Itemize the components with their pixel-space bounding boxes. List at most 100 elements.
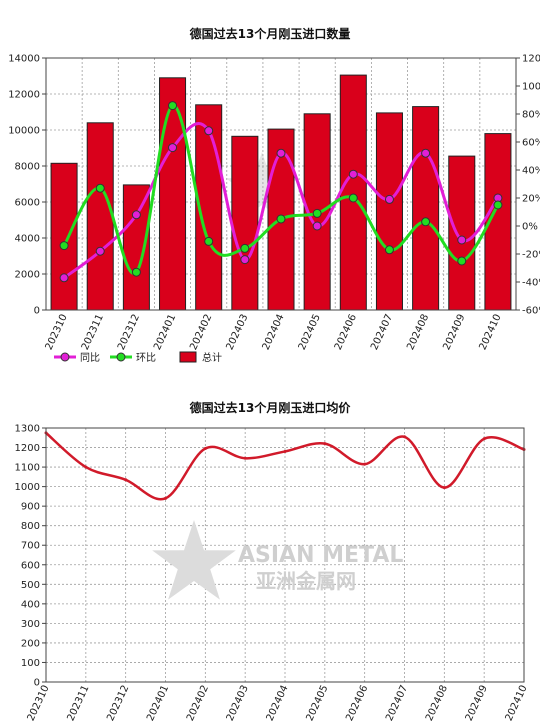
bar-202406 bbox=[339, 74, 367, 311]
x-tick-label: 202407 bbox=[384, 684, 410, 723]
x-tick-label: 202401 bbox=[152, 313, 178, 352]
y-tick-label: 200 bbox=[21, 638, 40, 649]
right-tick-label: -60% bbox=[522, 306, 540, 317]
y-tick-label: 800 bbox=[21, 521, 40, 532]
x-tick-label: 202310 bbox=[44, 313, 70, 352]
yoy-point-202312 bbox=[131, 210, 141, 220]
mom-point-202408 bbox=[421, 217, 431, 227]
yoy-point-202404 bbox=[276, 148, 286, 158]
x-tick-label: 202409 bbox=[441, 313, 467, 352]
x-tick-label: 202406 bbox=[333, 313, 359, 352]
yoy-point-202408 bbox=[421, 148, 431, 158]
y-tick-label: 100 bbox=[21, 658, 40, 669]
price-point-202312 bbox=[124, 478, 128, 482]
x-tick-label: 202311 bbox=[80, 313, 106, 352]
y-tick-label: 1200 bbox=[15, 443, 40, 454]
yoy-point-202403 bbox=[240, 255, 250, 265]
x-tick-label: 202403 bbox=[224, 313, 250, 352]
bar-202409 bbox=[448, 155, 476, 311]
right-tick-label: 100% bbox=[522, 82, 540, 93]
watermark-text-cn: 亚洲金属网 bbox=[256, 569, 356, 593]
watermark-star bbox=[152, 520, 236, 600]
left-tick-label: 4000 bbox=[15, 234, 40, 245]
yoy-point-202311 bbox=[95, 246, 105, 256]
yoy-point-202409 bbox=[457, 235, 467, 245]
legend-marker-同比 bbox=[60, 352, 70, 362]
price-point-202405 bbox=[323, 442, 327, 446]
price-point-202311 bbox=[84, 465, 88, 469]
price-point-202408 bbox=[442, 486, 446, 490]
chart2-lines bbox=[44, 431, 526, 501]
mom-point-202407 bbox=[384, 245, 394, 255]
y-tick-label: 500 bbox=[21, 580, 40, 591]
price-point-202406 bbox=[363, 462, 367, 466]
mom-point-202404 bbox=[276, 214, 286, 224]
plot-frame bbox=[45, 427, 525, 683]
x-tick-label: 202312 bbox=[105, 684, 131, 723]
mom-point-202310 bbox=[59, 241, 69, 251]
chart1-lines bbox=[59, 101, 503, 283]
x-tick-label: 202406 bbox=[344, 684, 370, 723]
x-tick-label: 202402 bbox=[185, 684, 211, 723]
x-tick-label: 202410 bbox=[504, 684, 530, 723]
right-tick-label: -40% bbox=[522, 278, 540, 289]
mom-point-202401 bbox=[168, 101, 178, 111]
price-point-202402 bbox=[203, 447, 207, 451]
y-tick-label: 300 bbox=[21, 619, 40, 630]
left-tick-label: 6000 bbox=[15, 198, 40, 209]
x-tick-label: 202311 bbox=[65, 684, 91, 723]
bar-202408 bbox=[412, 106, 440, 311]
left-tick-label: 10000 bbox=[8, 126, 40, 137]
x-tick-label: 202405 bbox=[304, 684, 330, 723]
left-tick-label: 0 bbox=[34, 306, 40, 317]
x-tick-label: 202409 bbox=[464, 684, 490, 723]
left-tick-label: 12000 bbox=[8, 90, 40, 101]
y-tick-label: 700 bbox=[21, 541, 40, 552]
x-tick-label: 202408 bbox=[405, 313, 431, 352]
mom-point-202311 bbox=[95, 183, 105, 193]
y-tick-label: 1000 bbox=[15, 482, 40, 493]
legend-swatch-总计 bbox=[179, 351, 197, 363]
y-tick-label: 400 bbox=[21, 599, 40, 610]
x-tick-label: 202310 bbox=[26, 684, 52, 723]
mom-point-202402 bbox=[204, 236, 214, 246]
x-tick-label: 202405 bbox=[297, 313, 323, 352]
left-tick-label: 14000 bbox=[8, 54, 40, 65]
bar-202407 bbox=[375, 112, 403, 311]
mom-point-202409 bbox=[457, 256, 467, 266]
watermark bbox=[225, 152, 299, 221]
price-point-202409 bbox=[482, 437, 486, 441]
right-tick-label: -20% bbox=[522, 250, 540, 261]
x-tick-label: 202401 bbox=[145, 684, 171, 723]
price-point-202401 bbox=[164, 496, 167, 500]
y-tick-label: 1300 bbox=[15, 424, 40, 435]
right-tick-label: 40% bbox=[522, 166, 540, 177]
mom-point-202405 bbox=[312, 208, 322, 218]
left-tick-label: 2000 bbox=[15, 270, 40, 281]
import-quantity-chart: 德国过去13个月刚玉进口数量 0 2000 4000 6000 8000 10000 120… bbox=[8, 26, 540, 364]
price-point-202403 bbox=[243, 456, 247, 460]
right-tick-label: 120% bbox=[522, 54, 540, 65]
mom-point-202406 bbox=[348, 193, 358, 203]
right-tick-label: 80% bbox=[522, 110, 540, 121]
y-tick-label: 900 bbox=[21, 502, 40, 513]
yoy-point-202401 bbox=[168, 143, 178, 153]
x-tick-label: 202407 bbox=[369, 313, 395, 352]
right-tick-label: 60% bbox=[522, 138, 540, 149]
legend-marker-环比 bbox=[116, 352, 126, 362]
mom-point-202410 bbox=[493, 200, 503, 210]
x-tick-label: 202408 bbox=[424, 684, 450, 723]
x-tick-label: 202404 bbox=[265, 684, 291, 723]
x-tick-label: 202402 bbox=[188, 313, 214, 352]
right-tick-label: 0% bbox=[522, 222, 538, 233]
bar-202401 bbox=[159, 77, 187, 311]
legend-label: 环比 bbox=[136, 352, 156, 364]
y-tick-label: 1100 bbox=[15, 463, 40, 474]
mom-point-202312 bbox=[131, 267, 141, 277]
price-point-202404 bbox=[283, 449, 287, 453]
right-tick-label: 20% bbox=[522, 194, 540, 205]
x-tick-label: 202410 bbox=[478, 313, 504, 352]
